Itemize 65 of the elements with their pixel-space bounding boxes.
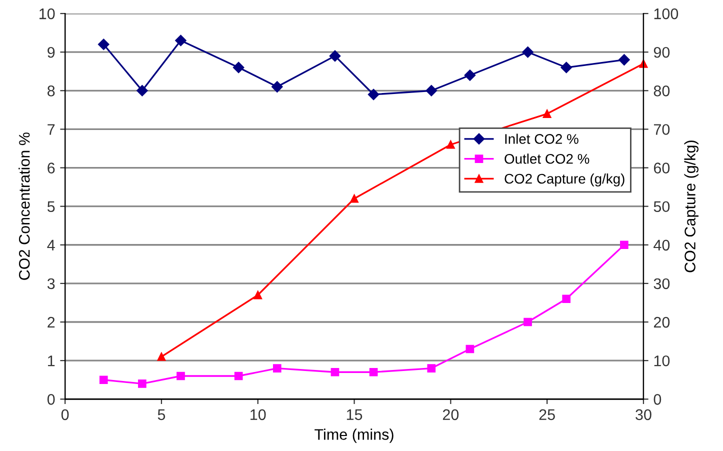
y2-tick-label: 80 xyxy=(654,86,670,96)
y-tick-label: 6 xyxy=(48,162,55,174)
point xyxy=(272,81,283,92)
point xyxy=(426,85,437,96)
y2-tick-label: 100 xyxy=(654,8,678,20)
point xyxy=(542,110,552,118)
point xyxy=(232,62,244,74)
point xyxy=(272,364,282,372)
x-axis-title: Time (mins) xyxy=(314,428,394,443)
point xyxy=(524,318,532,326)
point xyxy=(175,34,186,46)
point xyxy=(368,88,380,100)
y2-tick-label: 10 xyxy=(654,355,670,366)
y-tick-label: 4 xyxy=(47,240,55,250)
y2-tick-label: 0 xyxy=(654,394,662,405)
y-axis-title: CO2 Concentration % xyxy=(18,132,30,280)
point xyxy=(618,54,630,66)
y-tick-label: 5 xyxy=(47,201,55,212)
y2-tick-label: 60 xyxy=(654,162,670,174)
point xyxy=(369,368,378,376)
x-tick-label: 25 xyxy=(539,409,555,420)
x-tick-label: 15 xyxy=(346,409,362,420)
x-tick-label: 30 xyxy=(636,409,652,420)
point xyxy=(350,194,358,203)
x-tick-label: 0 xyxy=(61,409,69,420)
y-tick-label: 1 xyxy=(48,356,55,366)
point xyxy=(330,368,340,376)
y2-tick-label: 40 xyxy=(654,240,670,251)
legend-label: CO2 Capture (g/kg) xyxy=(504,173,624,186)
point xyxy=(329,50,341,62)
y-tick-label: 10 xyxy=(40,8,55,20)
x-tick-label: 10 xyxy=(250,409,266,420)
point xyxy=(176,372,185,380)
y-tick-label: 2 xyxy=(48,316,55,328)
point xyxy=(639,59,648,68)
legend-label: Outlet CO2 % xyxy=(504,154,590,164)
point xyxy=(562,294,571,304)
x-tick-label: 5 xyxy=(158,409,166,420)
y-tick-label: 7 xyxy=(48,124,55,135)
y-tick-label: 3 xyxy=(47,278,55,290)
y-tick-label: 8 xyxy=(48,86,55,96)
y-tick-label: 9 xyxy=(48,46,55,58)
point xyxy=(157,352,166,361)
y2-tick-label: 90 xyxy=(654,46,670,58)
y2-tick-label: 70 xyxy=(654,124,670,135)
y2-tick-label: 30 xyxy=(654,278,670,290)
point xyxy=(560,62,572,74)
y-tick-label: 0 xyxy=(47,394,55,405)
point xyxy=(522,46,534,58)
y2-tick-label: 20 xyxy=(654,316,670,328)
point xyxy=(98,38,110,50)
point xyxy=(427,364,436,372)
x-tick-label: 20 xyxy=(442,409,459,420)
y2-tick-label: 50 xyxy=(654,201,670,212)
point xyxy=(234,372,243,380)
point xyxy=(446,140,455,149)
point xyxy=(136,85,148,96)
point xyxy=(466,344,474,354)
y2-axis-title: CO2 Capture (g/kg) xyxy=(684,140,698,272)
point xyxy=(99,376,108,384)
point xyxy=(254,290,262,300)
point xyxy=(138,380,146,388)
point xyxy=(620,240,628,250)
legend-label: Inlet CO2 % xyxy=(505,134,578,144)
point xyxy=(464,70,476,81)
